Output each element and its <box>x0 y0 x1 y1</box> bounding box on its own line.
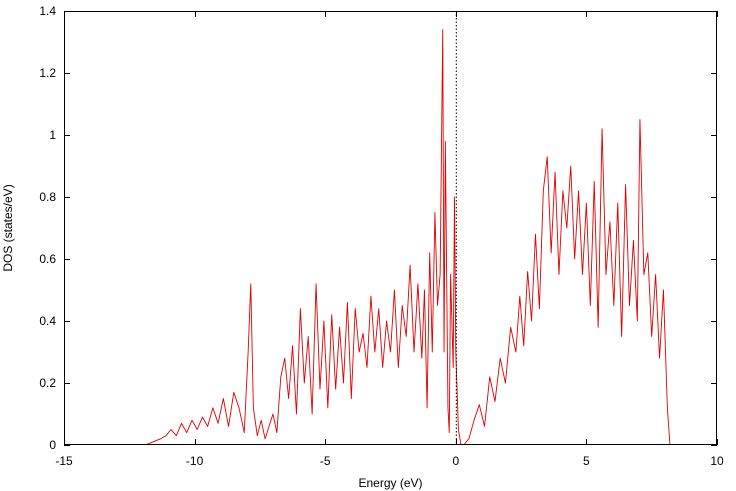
x-tick-label: 5 <box>583 454 590 468</box>
dos-series-line <box>144 29 671 445</box>
y-tick-label: 1.2 <box>39 66 56 80</box>
x-tick-label: 0 <box>452 454 459 468</box>
x-axis-label: Energy (eV) <box>358 476 422 490</box>
x-tick-label: -5 <box>320 454 331 468</box>
y-tick-label: 0.6 <box>39 252 56 266</box>
y-axis-label: DOS (states/eV) <box>1 184 15 271</box>
y-tick-label: 0.4 <box>39 314 56 328</box>
plot-frame <box>64 11 717 445</box>
x-tick-label: -15 <box>55 454 73 468</box>
y-tick-label: 1 <box>49 128 56 142</box>
x-tick-label: -10 <box>186 454 204 468</box>
y-tick-label: 1.4 <box>39 4 56 18</box>
x-tick-label: 10 <box>710 454 724 468</box>
y-tick-label: 0.2 <box>39 376 56 390</box>
y-tick-label: 0 <box>49 438 56 452</box>
y-tick-label: 0.8 <box>39 190 56 204</box>
